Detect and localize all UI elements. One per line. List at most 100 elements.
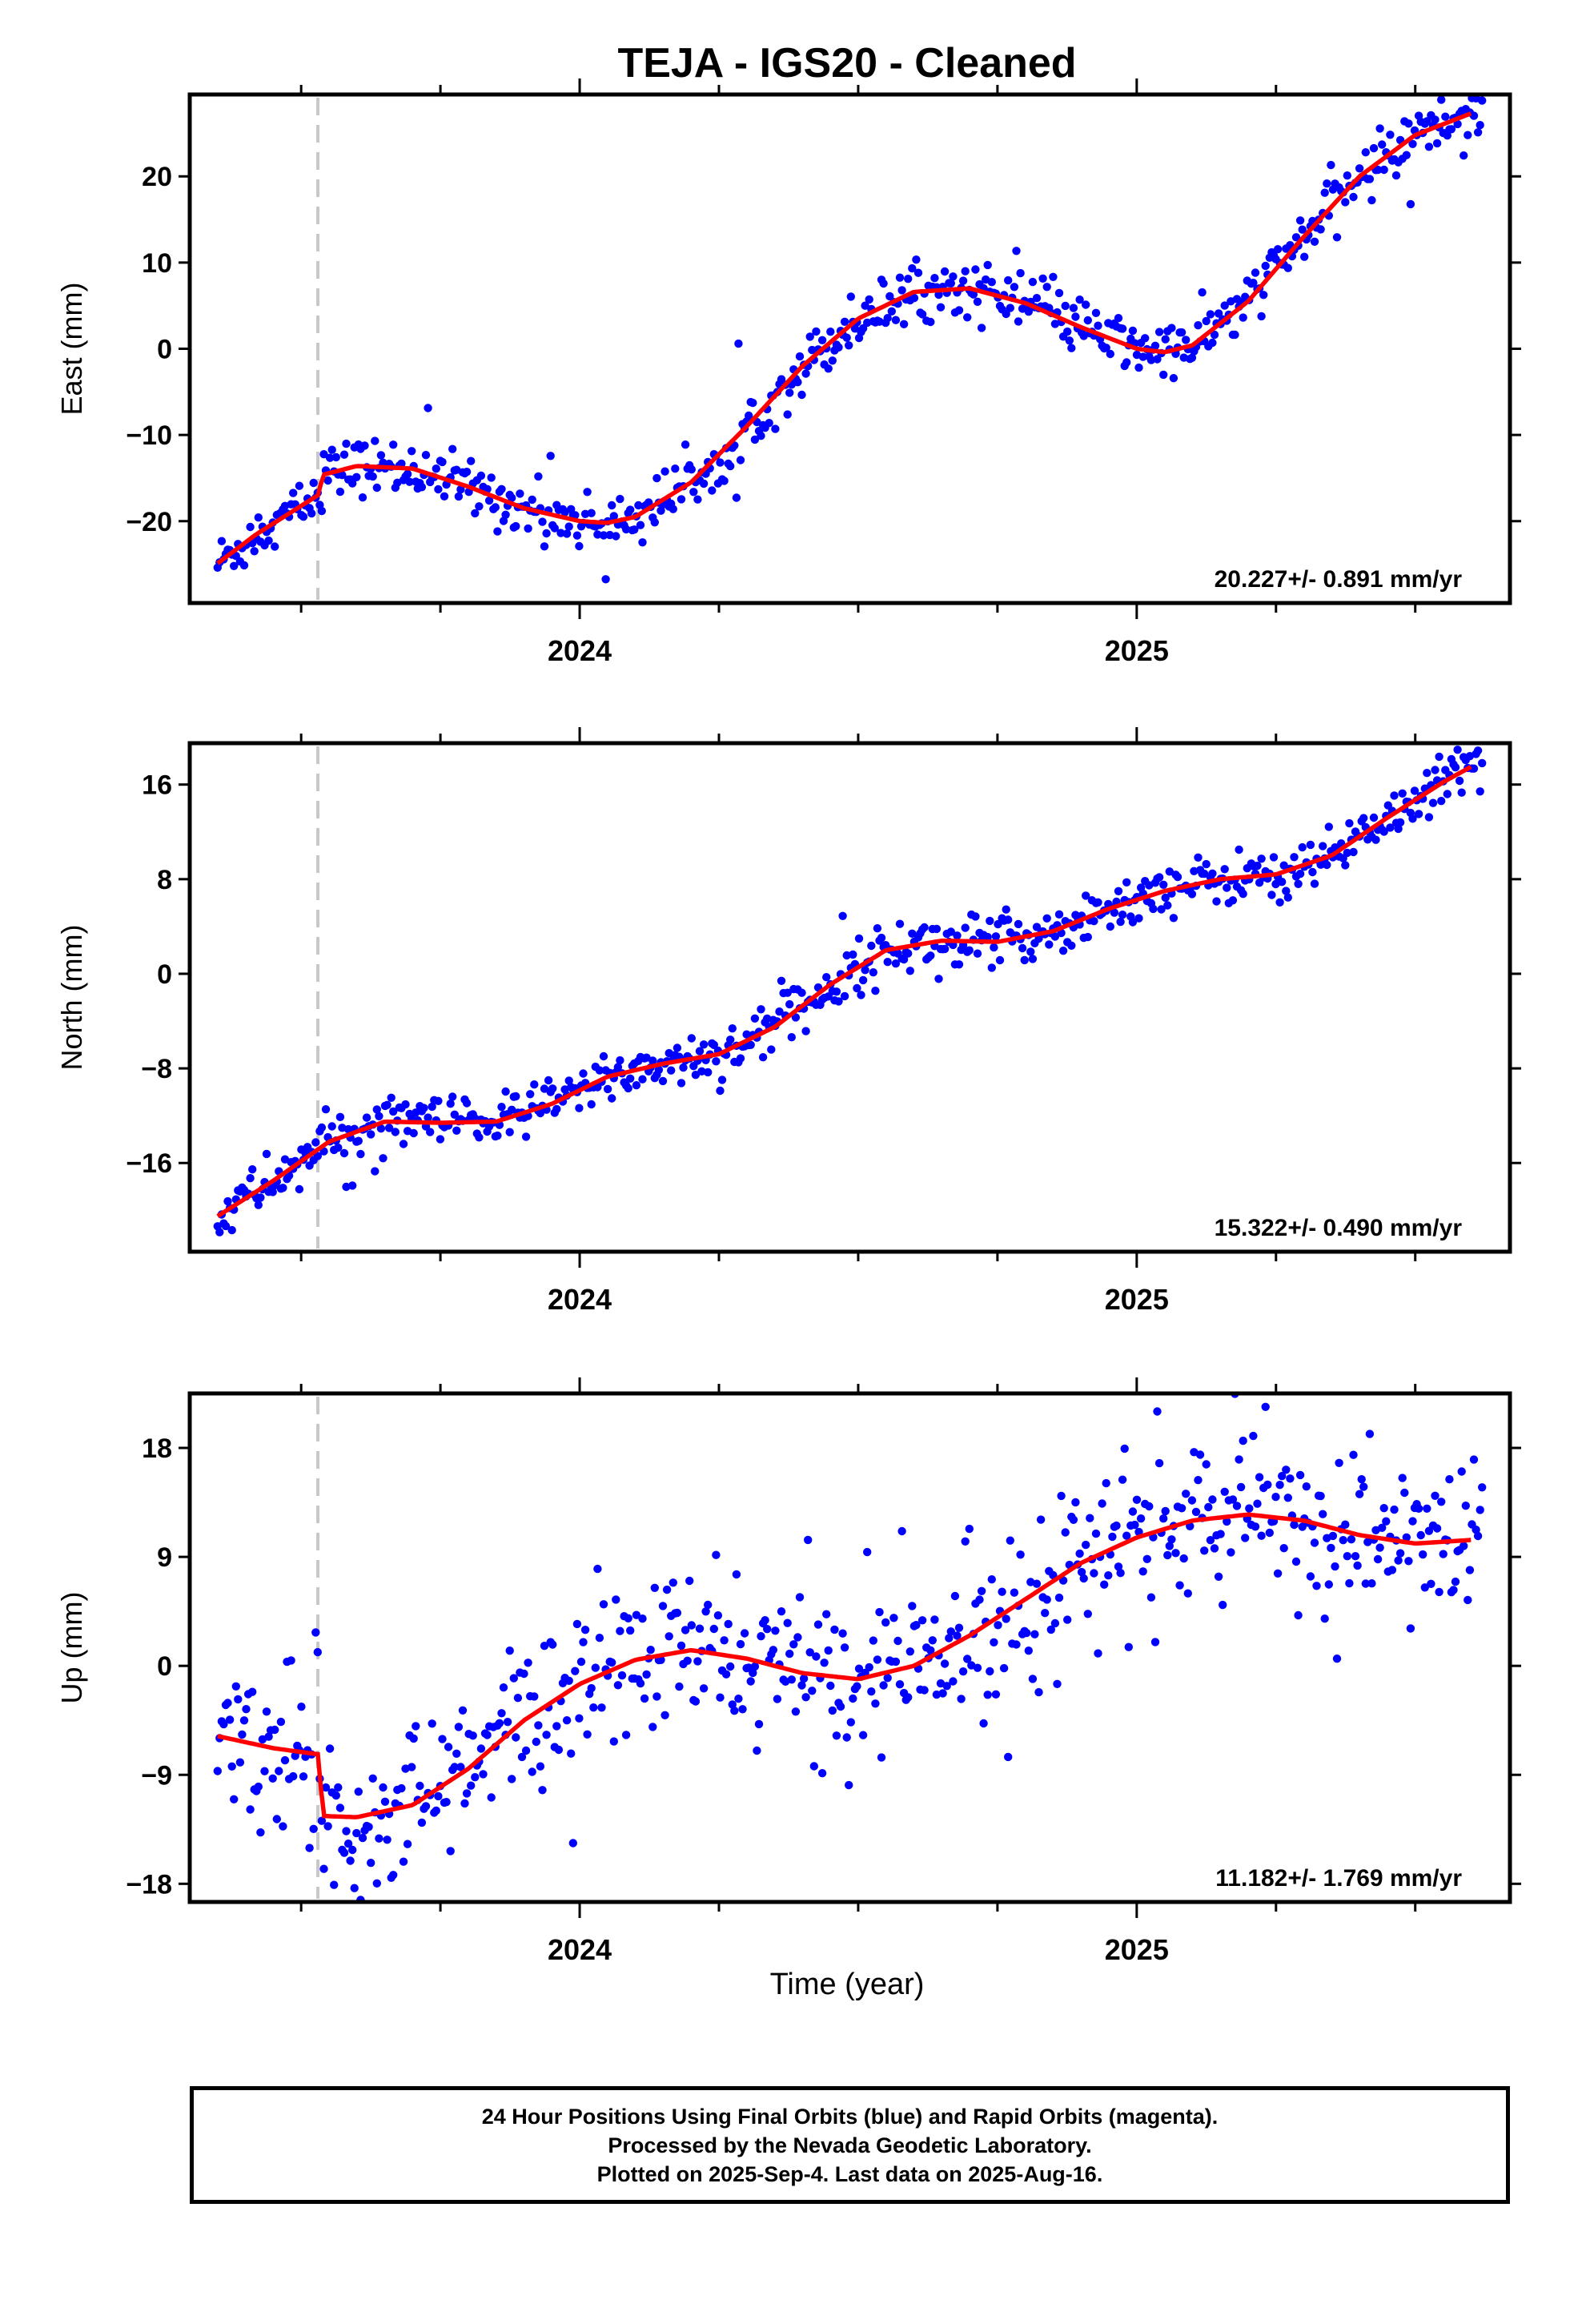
data-point [662, 1585, 672, 1594]
data-point [1453, 746, 1462, 754]
data-point [497, 1103, 506, 1112]
data-point [1408, 139, 1417, 148]
data-point [1057, 1491, 1066, 1501]
data-point [599, 1600, 608, 1609]
data-point [654, 1065, 664, 1075]
data-point [1049, 272, 1058, 281]
data-point [667, 1066, 676, 1075]
data-point [1042, 283, 1051, 292]
y-tick-label: −9 [141, 1760, 172, 1791]
x-axis-label: Time (year) [770, 1968, 925, 2001]
data-point [391, 1128, 400, 1136]
data-point [1219, 1600, 1227, 1610]
data-point [1228, 896, 1238, 905]
data-point [1177, 1504, 1186, 1513]
data-point [724, 1619, 733, 1629]
data-point [721, 1670, 731, 1679]
data-point [524, 1659, 532, 1667]
data-point [1476, 121, 1484, 130]
data-point [1324, 822, 1334, 831]
data-point [716, 1086, 725, 1096]
x-tick-label: 2025 [1105, 634, 1169, 667]
data-point [1206, 1536, 1215, 1545]
data-point [540, 1642, 549, 1651]
y-tick-label: −8 [141, 1054, 172, 1084]
data-point [444, 1743, 453, 1751]
data-point [1306, 840, 1315, 850]
data-point [971, 265, 980, 274]
x-tick-label: 2024 [548, 1933, 612, 1966]
data-point [858, 1731, 868, 1739]
data-point [1435, 752, 1443, 762]
y-tick-label: −16 [126, 1148, 172, 1179]
data-point [754, 1719, 764, 1729]
y-tick-label: 18 [142, 1433, 172, 1464]
data-point [1327, 1543, 1335, 1553]
footer-info-box: 24 Hour Positions Using Final Orbits (bl… [190, 2086, 1510, 2204]
data-point [1091, 308, 1101, 317]
data-point [626, 1626, 635, 1635]
data-point [1054, 288, 1064, 298]
data-point [546, 452, 555, 460]
data-point [599, 1051, 608, 1061]
data-point [612, 1595, 620, 1604]
data-point [983, 260, 992, 270]
data-point [319, 1864, 328, 1873]
data-point [548, 1084, 557, 1093]
data-point [871, 987, 880, 995]
data-point [1187, 1496, 1197, 1505]
data-point [235, 1758, 245, 1767]
data-point [783, 410, 792, 419]
data-point [1071, 312, 1080, 321]
data-point [552, 1104, 561, 1114]
data-point [512, 521, 520, 531]
data-point [1332, 233, 1342, 242]
data-point [371, 1167, 379, 1176]
data-point [307, 509, 316, 518]
data-point [822, 973, 831, 982]
data-point [712, 1057, 721, 1066]
data-point [1194, 853, 1203, 862]
data-point [828, 1706, 837, 1715]
data-point [1153, 1407, 1162, 1416]
data-point [424, 404, 432, 412]
y-tick-label: 20 [142, 162, 172, 192]
model-fit-curve [217, 1512, 1472, 1819]
data-point [817, 1769, 827, 1778]
data-point [717, 1076, 727, 1084]
data-point [1012, 247, 1021, 255]
data-point [1295, 1470, 1305, 1480]
data-point [1106, 922, 1115, 931]
data-point [1251, 1522, 1260, 1531]
data-point [913, 268, 923, 277]
data-point [1114, 314, 1123, 323]
data-point [1006, 304, 1015, 312]
data-point [648, 1056, 657, 1065]
x-tick-label: 2024 [548, 634, 612, 667]
data-point [450, 1110, 459, 1120]
data-point [994, 1621, 1002, 1630]
data-point [709, 1624, 718, 1634]
data-point [895, 919, 905, 928]
data-point [699, 479, 709, 489]
data-point [1024, 1647, 1034, 1655]
data-point [493, 1131, 502, 1140]
data-point [550, 524, 559, 533]
data-point [1169, 374, 1178, 383]
data-point [877, 1753, 886, 1762]
data-point [1202, 316, 1211, 326]
data-point [1402, 1533, 1411, 1542]
data-point [1032, 294, 1042, 303]
data-point [961, 923, 970, 932]
data-point [325, 453, 335, 462]
data-point [738, 1705, 747, 1714]
data-point [542, 1731, 551, 1739]
data-point [321, 1105, 331, 1114]
data-point [497, 1709, 506, 1718]
data-point [552, 1722, 561, 1731]
data-point [1227, 1548, 1235, 1557]
data-point [1476, 1506, 1484, 1514]
data-point [1208, 1495, 1217, 1504]
data-point [1082, 1540, 1090, 1550]
data-point [769, 1646, 777, 1655]
